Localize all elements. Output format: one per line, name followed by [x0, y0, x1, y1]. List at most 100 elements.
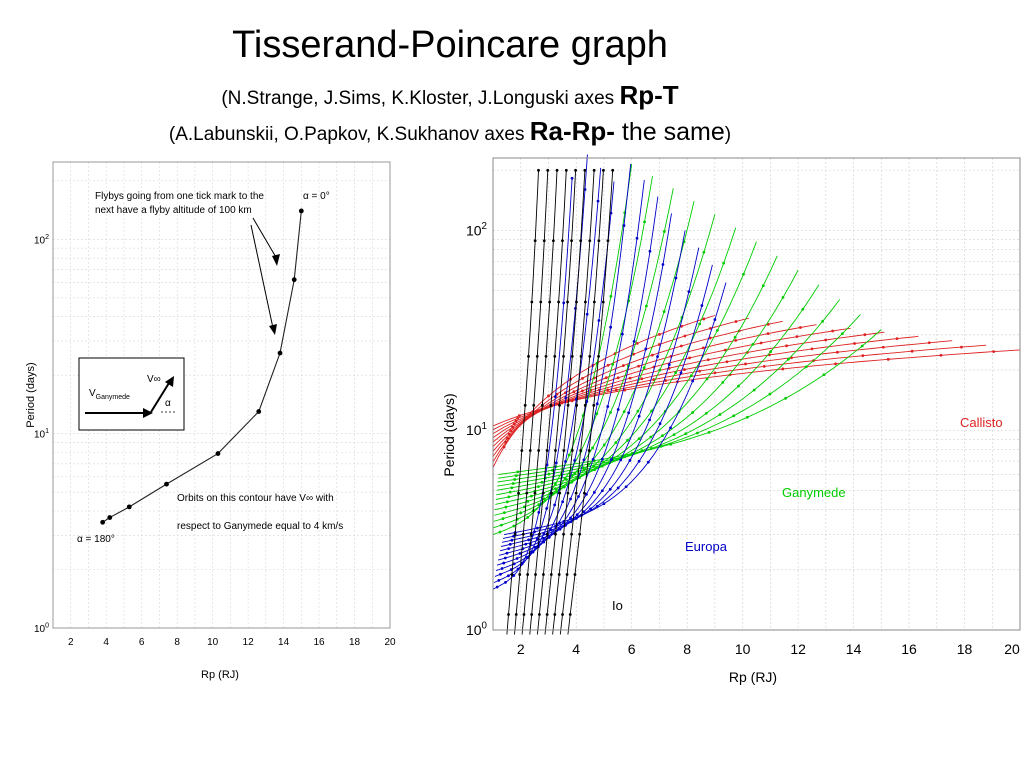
- curve-point: [541, 536, 545, 540]
- curve-point: [662, 310, 666, 314]
- curve-point: [721, 380, 725, 384]
- curve-point: [546, 168, 550, 172]
- curve-point: [824, 338, 828, 342]
- curve-point: [927, 341, 931, 345]
- curve-point: [567, 453, 571, 457]
- curve-point: [662, 230, 666, 233]
- tisserand-poincare-chart: 100 101 102 2 4 6 8 10 12 14 16 18 20 Period (days)…: [441, 154, 1021, 685]
- curve-point: [597, 319, 601, 322]
- curve-point: [537, 511, 541, 514]
- curve-point: [510, 573, 514, 576]
- curve-point: [657, 343, 661, 346]
- curve-point: [579, 354, 583, 358]
- curve-point: [554, 532, 557, 536]
- curve-point: [688, 356, 692, 360]
- curve-point: [565, 573, 569, 576]
- curve-point: [551, 468, 554, 472]
- curve-point: [680, 324, 684, 328]
- contour-point: [256, 409, 262, 414]
- curve-point: [502, 511, 506, 515]
- curve-point: [658, 368, 662, 372]
- curve-point: [860, 344, 864, 348]
- curve-point: [537, 532, 541, 536]
- curve-point: [561, 613, 564, 616]
- curve-point: [561, 239, 564, 243]
- curve-point: [886, 357, 890, 361]
- left-x-axis-label: Rp (RJ): [201, 669, 239, 681]
- curve-point: [580, 389, 584, 393]
- curve-point: [596, 199, 600, 203]
- curve-point: [562, 532, 565, 536]
- curve-io: [514, 170, 549, 635]
- inset-vg-label: VGanymede: [89, 388, 130, 401]
- curve-point: [526, 573, 530, 576]
- curve-point: [564, 460, 567, 463]
- curve-point: [592, 403, 596, 407]
- curve-point: [582, 491, 586, 495]
- curve-point: [536, 485, 540, 489]
- curve-point: [649, 435, 653, 439]
- inset-frame: [78, 357, 185, 431]
- curve-point: [558, 491, 562, 495]
- curve-point: [554, 395, 557, 399]
- curve-point: [514, 419, 518, 423]
- curve-point: [513, 478, 517, 481]
- curve-point: [508, 490, 512, 494]
- curve-callisto: [492, 340, 953, 434]
- curve-point: [514, 613, 518, 616]
- curve-point: [562, 354, 565, 358]
- contour-point: [298, 208, 304, 214]
- curve-point: [545, 463, 549, 467]
- curve-point: [504, 441, 508, 444]
- curve-point: [910, 349, 914, 353]
- curve-point: [585, 492, 588, 496]
- curve-point: [547, 472, 551, 476]
- curve-point: [564, 168, 568, 172]
- curve-point: [722, 261, 726, 265]
- curve-point: [713, 371, 717, 375]
- subtitle-strange-axes: Rp-T: [619, 80, 679, 110]
- curve-point: [566, 403, 570, 407]
- curve-point: [600, 489, 604, 493]
- curve-point: [512, 534, 515, 538]
- curve-point: [516, 416, 520, 420]
- curve-point: [522, 613, 526, 616]
- curve-point: [575, 403, 579, 407]
- left-y-tick-label: 101: [34, 428, 49, 441]
- curve-point: [511, 425, 514, 429]
- curve-point: [506, 436, 509, 440]
- curve-point: [540, 480, 544, 484]
- curve-point: [591, 457, 595, 461]
- curve-point: [698, 369, 702, 373]
- curve-point: [575, 300, 578, 304]
- left-y-tick-label: 100: [34, 623, 49, 636]
- curve-point: [592, 168, 596, 172]
- curve-io: [544, 170, 586, 635]
- curve-point: [636, 409, 640, 413]
- left-x-tick-label: 20: [384, 637, 396, 648]
- curve-point: [587, 449, 591, 452]
- curve-point: [810, 347, 814, 351]
- curve-point: [545, 507, 549, 510]
- curve-point: [768, 392, 772, 396]
- contour-point: [107, 515, 113, 520]
- curve-point: [583, 300, 587, 304]
- left-x-tick-label: 16: [313, 637, 325, 648]
- curve-point: [578, 532, 582, 536]
- curve-point: [537, 503, 541, 506]
- note-ticks-line2: next have a flyby altitude of 100 km: [95, 205, 252, 216]
- contour-series: [100, 208, 304, 525]
- right-x-tick-label: 8: [683, 641, 691, 657]
- curve-point: [518, 552, 522, 555]
- curve-point: [687, 290, 691, 294]
- curve-point: [514, 474, 518, 477]
- curve-point: [537, 168, 540, 172]
- curve-point: [602, 502, 606, 506]
- curve-point: [723, 348, 727, 352]
- curve-point: [664, 379, 667, 382]
- curve-point: [507, 432, 511, 436]
- curve-point: [691, 411, 695, 414]
- subtitle-strange-text: (N.Strange, J.Sims, K.Kloster, J.Longusk…: [221, 88, 620, 109]
- curve-point: [804, 365, 808, 369]
- curve-point: [510, 538, 514, 542]
